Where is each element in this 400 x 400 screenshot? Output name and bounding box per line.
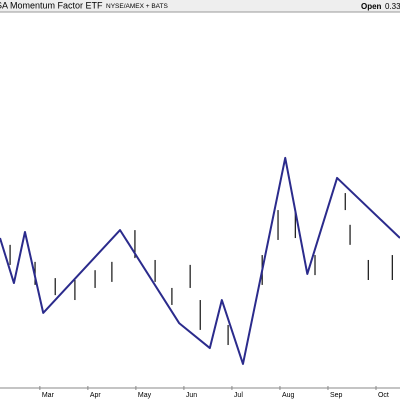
x-tick-label: Aug	[282, 392, 295, 399]
open-value: 0.33	[385, 2, 400, 11]
x-tick-label: Apr	[90, 392, 102, 399]
chart-subtitle: NYSE/AMEX + BATS	[106, 3, 168, 10]
chart-title: SA Momentum Factor ETF	[0, 0, 103, 10]
open-label: Open	[361, 2, 382, 11]
header-bar	[0, 0, 400, 12]
x-tick-label: Mar	[42, 392, 55, 399]
zigzag-line	[0, 156, 400, 365]
x-tick-label: Jul	[234, 392, 243, 399]
x-tick-label: Sep	[330, 392, 343, 399]
x-tick-label: May	[138, 392, 152, 399]
x-tick-label: Jun	[186, 392, 197, 399]
x-tick-label: Oct	[378, 392, 389, 399]
